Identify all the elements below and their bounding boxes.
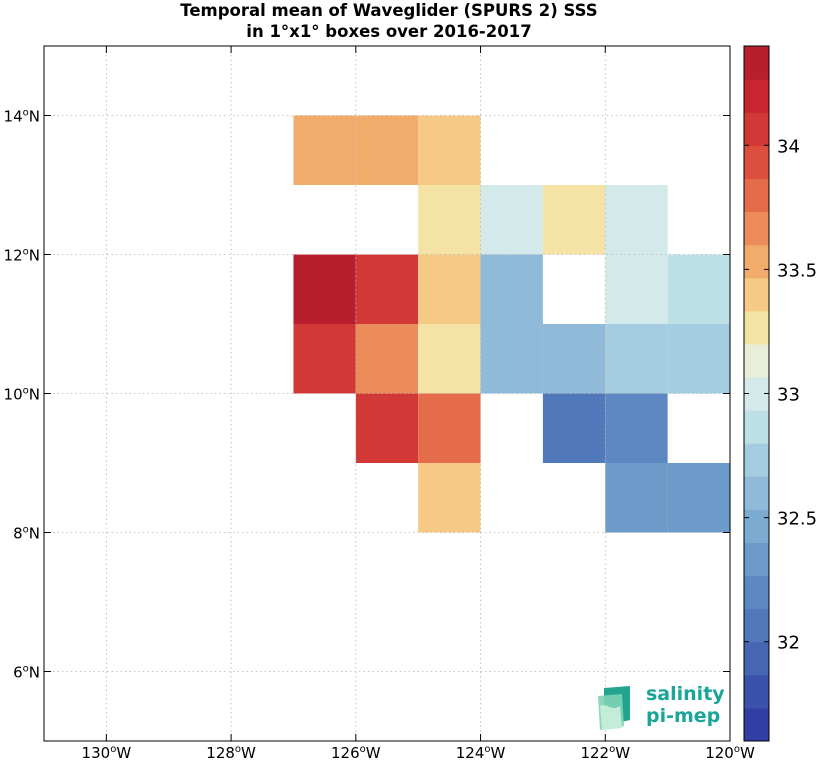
heatmap-cell — [355, 324, 419, 394]
colorbar-segment — [744, 707, 769, 742]
colorbar-tick-label: 32.5 — [777, 509, 817, 530]
x-tick-label: 124oW — [456, 744, 506, 762]
heatmap-cell — [355, 115, 419, 185]
heatmap-cell — [667, 254, 730, 324]
heatmap-cell — [542, 324, 606, 394]
colorbar-segment — [744, 211, 769, 246]
heatmap-cell — [605, 254, 668, 324]
colorbar-segment — [744, 79, 769, 113]
x-tick-label: 128oW — [206, 744, 256, 762]
heatmap-cell — [480, 324, 543, 394]
heatmap-cell — [418, 324, 481, 394]
logo-icon — [598, 686, 630, 730]
colorbar-segment — [744, 244, 769, 279]
x-tick-label: 122oW — [580, 744, 630, 762]
y-tick-label: 6oN — [13, 664, 40, 682]
colorbar-segment — [744, 343, 769, 378]
heatmap-cell — [293, 115, 356, 185]
colorbar-segment — [744, 112, 769, 146]
colorbar-segment — [744, 46, 769, 80]
x-tick-label: 120oW — [705, 744, 755, 762]
colorbar-tick-label: 34 — [777, 136, 800, 157]
colorbar-segment — [744, 277, 769, 312]
heatmap-cell — [293, 254, 356, 324]
heatmap-cell — [542, 393, 606, 463]
heatmap-cell — [355, 254, 419, 324]
heatmap-cell — [418, 463, 481, 533]
x-tick-label: 126oW — [331, 744, 381, 762]
heatmap-cell — [480, 185, 543, 255]
colorbar-segment — [744, 608, 769, 643]
colorbar-tick-label: 33 — [777, 385, 800, 406]
chart-title-line-2: in 1°x1° boxes over 2016-2017 — [246, 22, 532, 41]
heatmap-cell — [605, 463, 668, 533]
heatmap-cell — [605, 393, 668, 463]
heatmap-cell — [667, 463, 730, 533]
colorbar-segment — [744, 178, 769, 213]
heatmap-cell — [605, 185, 668, 255]
heatmap-cell — [418, 115, 481, 185]
heatmap-cell — [355, 393, 419, 463]
heatmap-cells — [293, 115, 730, 533]
colorbar-segment — [744, 443, 769, 477]
colorbar-segment — [744, 310, 769, 345]
colorbar-segment — [744, 410, 769, 444]
heatmap-cell — [418, 254, 481, 324]
colorbar-segment — [744, 674, 769, 709]
y-tick-label: 8oN — [13, 525, 40, 543]
heatmap-cell — [605, 324, 668, 394]
logo-text-line-2: pi-mep — [646, 705, 721, 727]
colorbar-tick-label: 33.5 — [777, 260, 817, 281]
salinity-pimep-logo: salinity pi-mep — [596, 682, 726, 732]
y-tick-label: 14oN — [4, 108, 40, 126]
logo-text-line-1: salinity — [646, 683, 725, 705]
heatmap-cell — [293, 324, 356, 394]
heatmap-cell — [418, 185, 481, 255]
x-tick-label: 130oW — [82, 744, 132, 762]
chart-title-line-1: Temporal mean of Waveglider (SPURS 2) SS… — [180, 1, 598, 20]
colorbar: 32 32.5 33 33.5 34 — [743, 45, 817, 742]
colorbar-segment — [744, 145, 769, 180]
heatmap-cell — [542, 185, 606, 255]
y-tick-label: 10oN — [4, 386, 40, 404]
heatmap-cell — [418, 393, 481, 463]
colorbar-segment — [744, 476, 769, 510]
heatmap-cell — [480, 254, 543, 324]
colorbar-segment — [744, 542, 769, 577]
colorbar-segment — [744, 641, 769, 676]
colorbar-segment — [744, 509, 769, 543]
y-tick-label: 12oN — [4, 247, 40, 265]
axis-ticks: 130oW 128oW 126oW 124oW 122oW 120oW 6oN 8oN 10oN… — [4, 46, 755, 762]
colorbar-tick-label: 32 — [777, 633, 800, 654]
heatmap-cell — [667, 324, 730, 394]
colorbar-segment — [744, 575, 769, 610]
